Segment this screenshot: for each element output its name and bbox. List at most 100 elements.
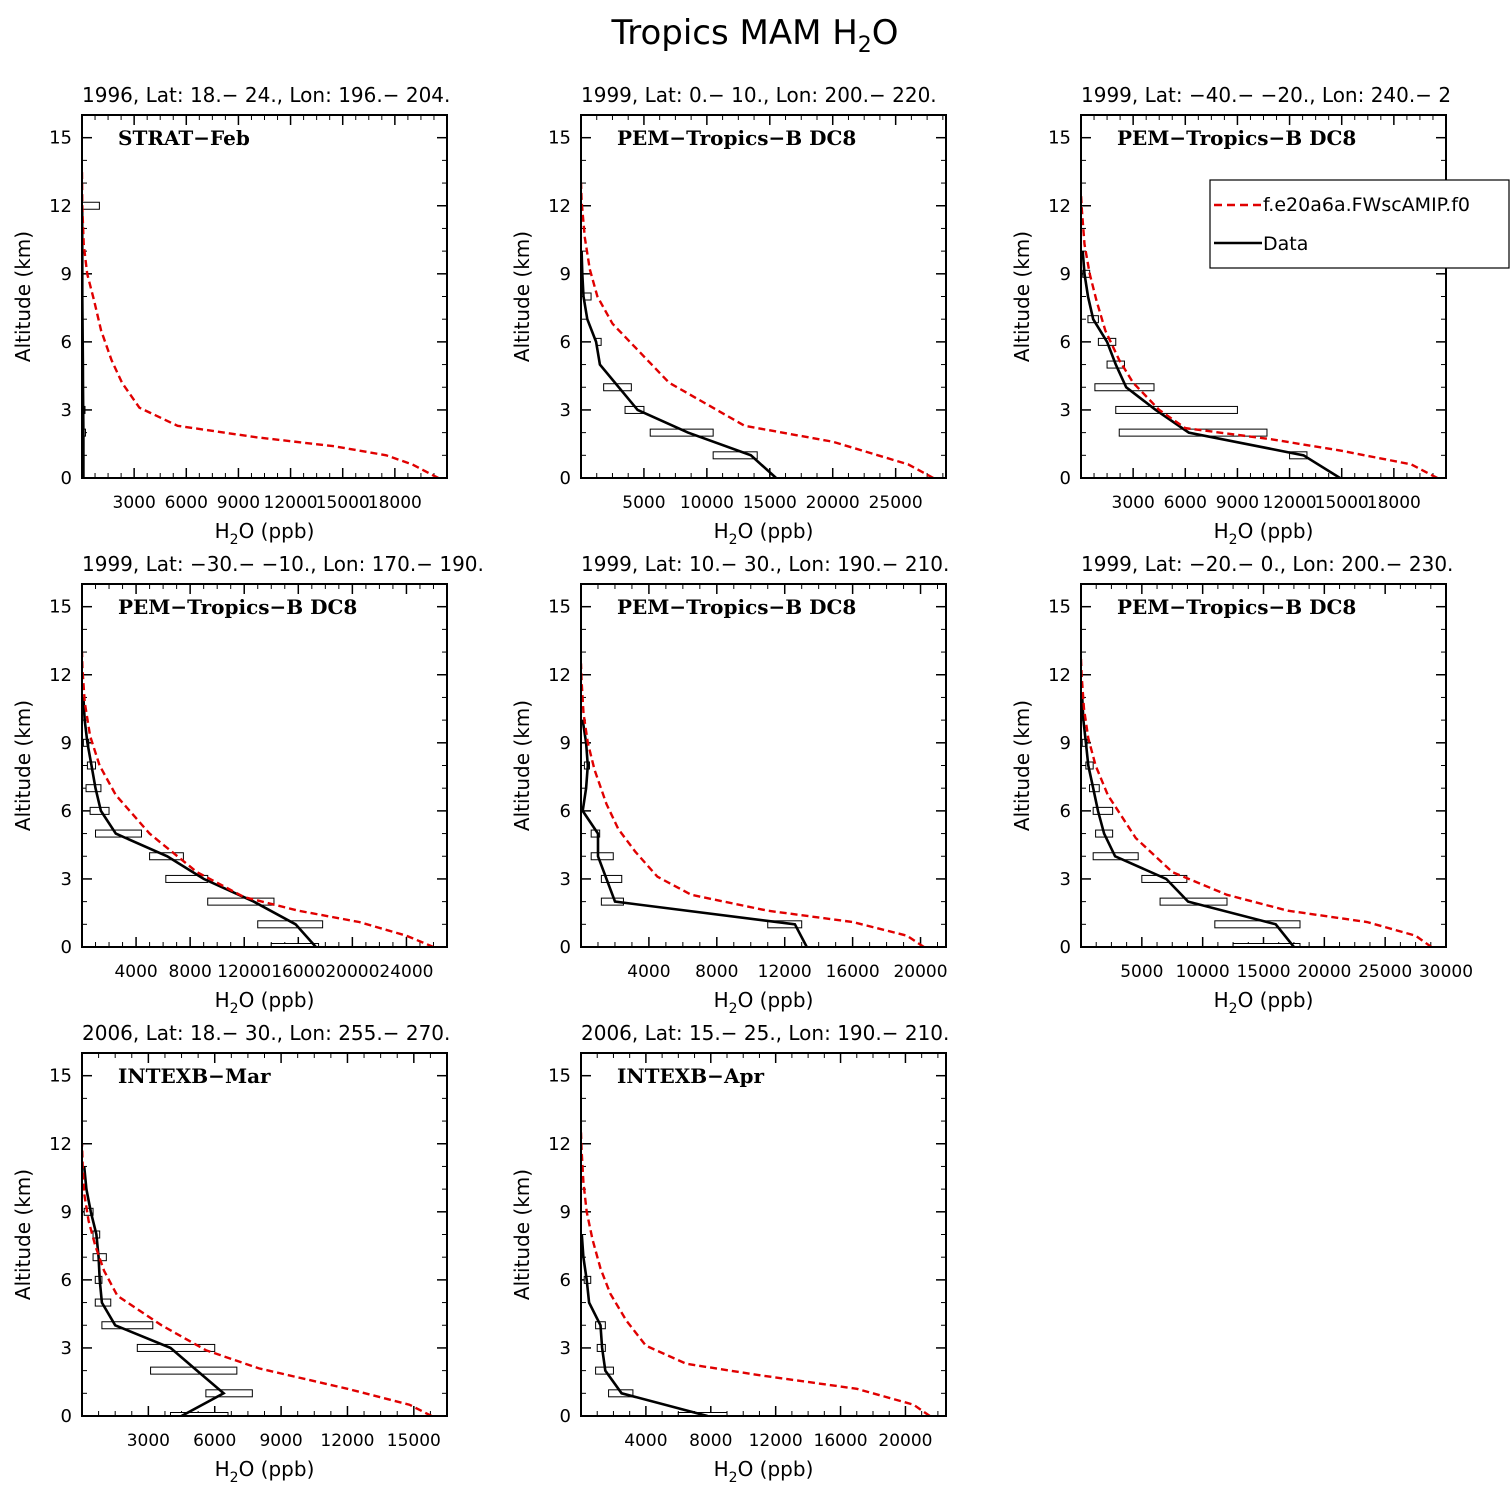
y-tick-label: 15 <box>548 128 571 149</box>
y-axis-label: Altitude (km) <box>510 231 534 362</box>
data-range-bar <box>205 1389 253 1398</box>
data-range-bar <box>1115 405 1238 414</box>
data-range-bar <box>101 1321 154 1330</box>
x-tick-label: 15000 <box>743 493 797 513</box>
panel-2: 1999, Lat: 0.− 10., Lon: 200.− 220. 0 3 6 9 1… <box>510 83 947 548</box>
model-series-line <box>82 1143 433 1416</box>
y-tick-label: 9 <box>1060 264 1071 285</box>
data-range-bar <box>1159 897 1228 906</box>
data-series-line <box>581 251 777 478</box>
x-tick-label: 8000 <box>689 1431 732 1451</box>
legend-box <box>1209 179 1510 269</box>
y-axis-label: Altitude (km) <box>510 1169 534 1300</box>
panel-3: 1999, Lat: −40.− −20., Lon: 240.− 2 0 3 6 9 1… <box>1010 83 1451 548</box>
y-tick-label: 12 <box>548 665 571 686</box>
panel-subtitle: 1999, Lat: −30.− −10., Lon: 170.− 190. <box>82 552 484 576</box>
y-axis-label: Altitude (km) <box>11 700 35 831</box>
panel-5: 1999, Lat: 10.− 30., Lon: 190.− 210. 0 3 6 9… <box>510 552 949 1017</box>
y-tick-label: 15 <box>548 597 571 618</box>
panel-8: 2006, Lat: 15.− 25., Lon: 190.− 210. 0 3 6 9… <box>510 1021 949 1486</box>
panel-subtitle: 1999, Lat: −40.− −20., Lon: 240.− 2 <box>1081 83 1451 107</box>
x-tick-label: 25000 <box>869 493 923 513</box>
x-axis-label: H2O (ppb) <box>714 519 814 548</box>
data-range-bar <box>270 943 320 947</box>
campaign-label: PEM−Tropics−B DC8 <box>1117 126 1356 150</box>
x-tick-label: 10000 <box>1176 962 1230 982</box>
y-tick-label: 0 <box>61 468 72 489</box>
x-axis-label: H2O (ppb) <box>215 1457 315 1486</box>
model-series-line <box>581 1132 931 1416</box>
x-tick-label: 12000 <box>217 962 271 982</box>
legend-data-label: Data <box>1263 233 1308 255</box>
x-tick-label: 16000 <box>271 962 325 982</box>
x-axis-label: H2O (ppb) <box>215 519 315 548</box>
x-axis-label: H2O (ppb) <box>714 1457 814 1486</box>
x-tick-label: 6000 <box>193 1431 236 1451</box>
data-range-bar <box>85 784 102 793</box>
y-tick-label: 6 <box>61 332 72 353</box>
x-tick-label: 4000 <box>624 1431 667 1451</box>
y-tick-label: 3 <box>560 869 571 890</box>
y-tick-label: 9 <box>61 733 72 754</box>
data-range-bar <box>82 201 100 210</box>
x-tick-label: 20000 <box>878 1431 932 1451</box>
data-range-bar <box>712 451 758 460</box>
plot-frame <box>1080 114 1447 479</box>
y-tick-label: 15 <box>49 597 72 618</box>
data-range-bar <box>207 897 275 906</box>
x-tick-label: 4000 <box>114 962 157 982</box>
y-tick-label: 6 <box>1060 801 1071 822</box>
y-tick-label: 15 <box>548 1066 571 1087</box>
x-tick-label: 20000 <box>806 493 860 513</box>
panel-7: 2006, Lat: 18.− 30., Lon: 255.− 270. 0 3 6 9… <box>11 1021 450 1486</box>
x-tick-label: 6000 <box>1164 493 1207 513</box>
panel-subtitle: 1996, Lat: 18.− 24., Lon: 196.− 204. <box>82 83 450 107</box>
y-tick-label: 3 <box>61 400 72 421</box>
y-tick-label: 6 <box>61 1270 72 1291</box>
x-tick-label: 15000 <box>1236 962 1290 982</box>
data-range-bar <box>136 1343 216 1352</box>
x-tick-label: 9000 <box>1216 493 1259 513</box>
y-tick-label: 12 <box>1048 665 1071 686</box>
panel-subtitle: 1999, Lat: 0.− 10., Lon: 200.− 220. <box>581 83 937 107</box>
y-tick-label: 6 <box>560 801 571 822</box>
data-range-bar <box>83 1207 94 1216</box>
y-tick-label: 3 <box>61 869 72 890</box>
model-series-line <box>581 183 934 478</box>
y-tick-label: 12 <box>548 196 571 217</box>
y-tick-label: 12 <box>49 196 72 217</box>
y-tick-label: 12 <box>49 665 72 686</box>
x-tick-label: 18000 <box>1367 493 1421 513</box>
campaign-label: PEM−Tropics−B DC8 <box>1117 595 1356 619</box>
y-tick-label: 15 <box>49 128 72 149</box>
y-tick-label: 0 <box>61 1406 72 1427</box>
y-tick-label: 0 <box>560 468 571 489</box>
y-axis-label: Altitude (km) <box>1010 700 1034 831</box>
panel-4: 1999, Lat: −30.− −10., Lon: 170.− 190. 0 3… <box>11 552 484 1017</box>
x-axis-label: H2O (ppb) <box>714 988 814 1017</box>
plot-frame <box>580 114 947 479</box>
x-tick-label: 8000 <box>169 962 212 982</box>
x-axis-label: H2O (ppb) <box>1214 988 1314 1017</box>
y-axis-label: Altitude (km) <box>510 700 534 831</box>
y-tick-label: 9 <box>560 264 571 285</box>
legend: f.e20a6a.FWscAMIP.f0 Data <box>1209 179 1510 269</box>
panel-subtitle: 1999, Lat: −20.− 0., Lon: 200.− 230. <box>1081 552 1453 576</box>
y-tick-label: 3 <box>1060 400 1071 421</box>
y-tick-label: 12 <box>49 1134 72 1155</box>
data-series-line <box>1081 250 1341 478</box>
data-series-line <box>82 697 317 947</box>
plot-frame <box>81 114 448 479</box>
y-tick-label: 3 <box>1060 869 1071 890</box>
y-tick-label: 6 <box>560 1270 571 1291</box>
x-tick-label: 3000 <box>1112 493 1155 513</box>
figure-title: Tropics MAM H2O <box>610 13 898 58</box>
y-tick-label: 9 <box>560 1202 571 1223</box>
data-range-bar <box>169 1412 229 1416</box>
data-series-line <box>1081 697 1295 947</box>
x-axis-label: H2O (ppb) <box>215 988 315 1017</box>
panel-6: 1999, Lat: −20.− 0., Lon: 200.− 230. 0 3 6 9… <box>1010 552 1473 1017</box>
data-range-bar <box>1092 806 1114 815</box>
x-tick-label: 5000 <box>1120 962 1163 982</box>
y-tick-label: 6 <box>61 801 72 822</box>
